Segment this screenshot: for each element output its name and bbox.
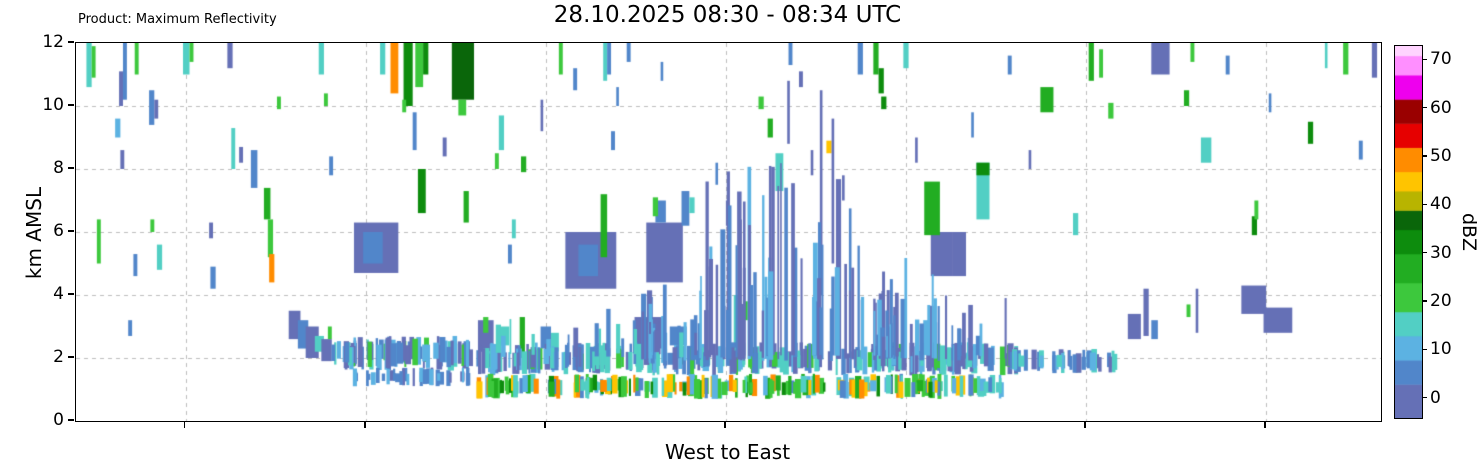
y-tick-mark: [68, 356, 74, 358]
y-tick-mark: [68, 41, 74, 43]
y-tick-label: 0: [53, 410, 64, 430]
colorbar-tick-label: 10: [1430, 339, 1452, 360]
colorbar-tick-label: 0: [1430, 387, 1441, 408]
colorbar-tick-mark: [1422, 396, 1427, 399]
x-tick-mark: [363, 421, 366, 428]
x-axis-label: West to East: [664, 440, 791, 464]
y-tick-label: 10: [42, 95, 64, 115]
y-tick-mark: [68, 104, 74, 106]
colorbar-tick-mark: [1422, 107, 1427, 109]
product-label: Product: Maximum Reflectivity: [78, 12, 277, 27]
x-tick-mark: [1264, 421, 1266, 428]
y-tick-mark: [68, 167, 74, 169]
y-tick-mark: [68, 419, 74, 421]
y-tick-mark: [68, 230, 74, 232]
colorbar-label: dBZ: [1458, 212, 1480, 252]
colorbar-tick-label: 50: [1430, 146, 1452, 167]
chart-title: 28.10.2025 08:30 - 08:34 UTC: [553, 2, 902, 28]
y-tick-label: 12: [42, 32, 64, 52]
colorbar-tick-label: 20: [1430, 291, 1452, 312]
colorbar-tick-label: 60: [1430, 97, 1452, 118]
colorbar-tick-label: 30: [1430, 242, 1452, 263]
colorbar-tick-mark: [1422, 348, 1427, 351]
x-tick-mark: [544, 421, 546, 428]
colorbar-canvas: [1395, 46, 1422, 418]
y-tick-label: 4: [53, 284, 64, 304]
x-tick-mark: [1084, 421, 1086, 428]
colorbar-tick-mark: [1422, 58, 1427, 61]
y-tick-label: 2: [53, 347, 64, 367]
y-tick-label: 8: [53, 158, 64, 178]
x-tick-mark: [183, 421, 186, 428]
colorbar: [1394, 45, 1423, 419]
colorbar-tick-label: 40: [1430, 194, 1452, 215]
x-tick-mark: [724, 421, 726, 428]
colorbar-tick-mark: [1422, 203, 1427, 206]
colorbar-tick-label: 70: [1430, 49, 1452, 70]
y-tick-label: 6: [53, 221, 64, 241]
reflectivity-canvas: [76, 43, 1381, 421]
x-tick-mark: [904, 421, 906, 428]
y-tick-mark: [68, 293, 74, 295]
plot-area: [75, 42, 1382, 422]
colorbar-tick-mark: [1422, 300, 1427, 302]
colorbar-tick-mark: [1422, 155, 1427, 157]
colorbar-tick-mark: [1422, 252, 1427, 254]
